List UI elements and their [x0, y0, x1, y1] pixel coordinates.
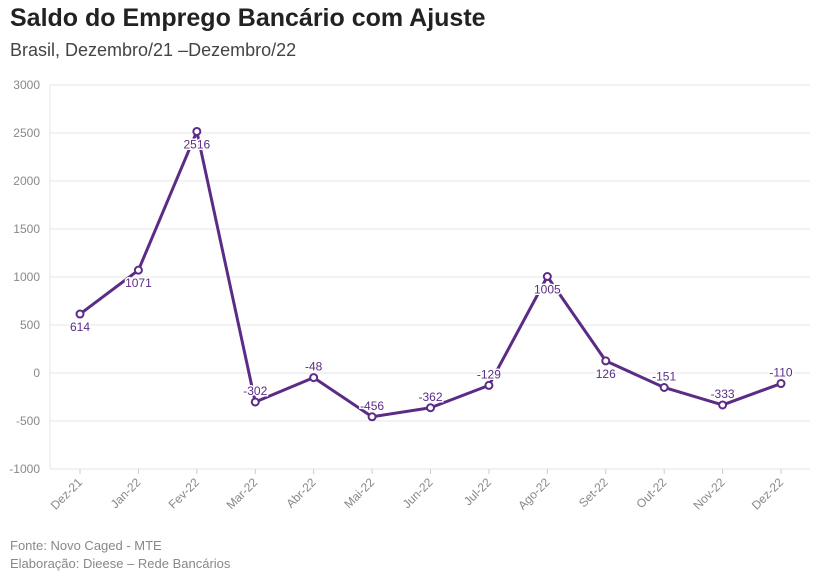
data-point	[426, 403, 435, 413]
data-label: -456	[360, 399, 384, 413]
x-tick-label: Nov-22	[690, 475, 727, 512]
data-label: -110	[769, 366, 792, 380]
x-tick-label: Dez-22	[749, 475, 786, 512]
y-tick-label: 500	[20, 318, 40, 332]
y-tick-label: -500	[16, 414, 40, 428]
x-tick-label: Mai-22	[341, 475, 377, 511]
data-label: -151	[652, 369, 676, 383]
x-tick-label: Set-22	[576, 475, 611, 510]
x-tick-label: Dez-21	[48, 475, 85, 512]
x-tick-label: Fev-22	[166, 475, 203, 512]
data-points	[75, 126, 786, 422]
data-label: 2516	[183, 137, 210, 151]
y-tick-label: 0	[33, 366, 40, 380]
data-point	[776, 379, 786, 389]
x-tick-label: Jul-22	[461, 475, 494, 508]
data-label: 126	[596, 367, 616, 381]
data-label: -362	[418, 390, 442, 404]
data-label: -48	[305, 360, 323, 374]
data-point	[659, 382, 669, 392]
data-label: -302	[243, 384, 267, 398]
data-point	[192, 126, 202, 136]
y-tick-label: 1000	[13, 270, 40, 284]
data-point	[542, 272, 552, 282]
x-tick-label: Jan-22	[108, 475, 144, 511]
x-tick-label: Out-22	[633, 475, 669, 511]
y-tick-label: 3000	[13, 78, 40, 92]
y-axis-ticks: -1000 -500 0 500 1000 1500 2000 2500 3000	[9, 78, 40, 476]
data-point	[718, 400, 728, 410]
x-tick-label: Jun-22	[400, 475, 436, 511]
data-label: -333	[711, 387, 735, 401]
data-label: -129	[477, 367, 501, 381]
data-point	[601, 356, 611, 366]
chart-subtitle: Brasil, Dezembro/21 –Dezembro/22	[10, 40, 297, 60]
y-tick-label: 2000	[13, 174, 40, 188]
y-tick-label: 1500	[13, 222, 40, 236]
x-axis-ticks: Dez-21 Jan-22 Fev-22 Mar-22 Abr-22 Mai-22 Jun-…	[48, 469, 786, 512]
data-label: 1005	[534, 283, 561, 297]
data-point	[133, 265, 143, 275]
source-note: Fonte: Novo Caged - MTE	[10, 538, 162, 553]
y-tick-label: 2500	[13, 126, 40, 140]
chart-title: Saldo do Emprego Bancário com Ajuste	[10, 4, 486, 32]
data-point	[250, 397, 260, 407]
data-labels: 614 1071 2516 -302 -48 -456 -362 -129 1005 126 -15…	[68, 136, 794, 414]
x-tick-label: Mar-22	[224, 475, 261, 512]
x-tick-label: Ago-22	[515, 475, 552, 512]
data-label: 1071	[125, 276, 152, 290]
y-tick-label: -1000	[9, 462, 40, 476]
data-point	[367, 412, 377, 422]
data-point	[484, 380, 494, 390]
data-point	[75, 309, 85, 319]
x-tick-label: Abr-22	[283, 475, 319, 511]
credit-note: Elaboração: Dieese – Rede Bancários	[10, 556, 231, 571]
data-point	[309, 373, 319, 383]
data-label: 614	[70, 320, 90, 334]
